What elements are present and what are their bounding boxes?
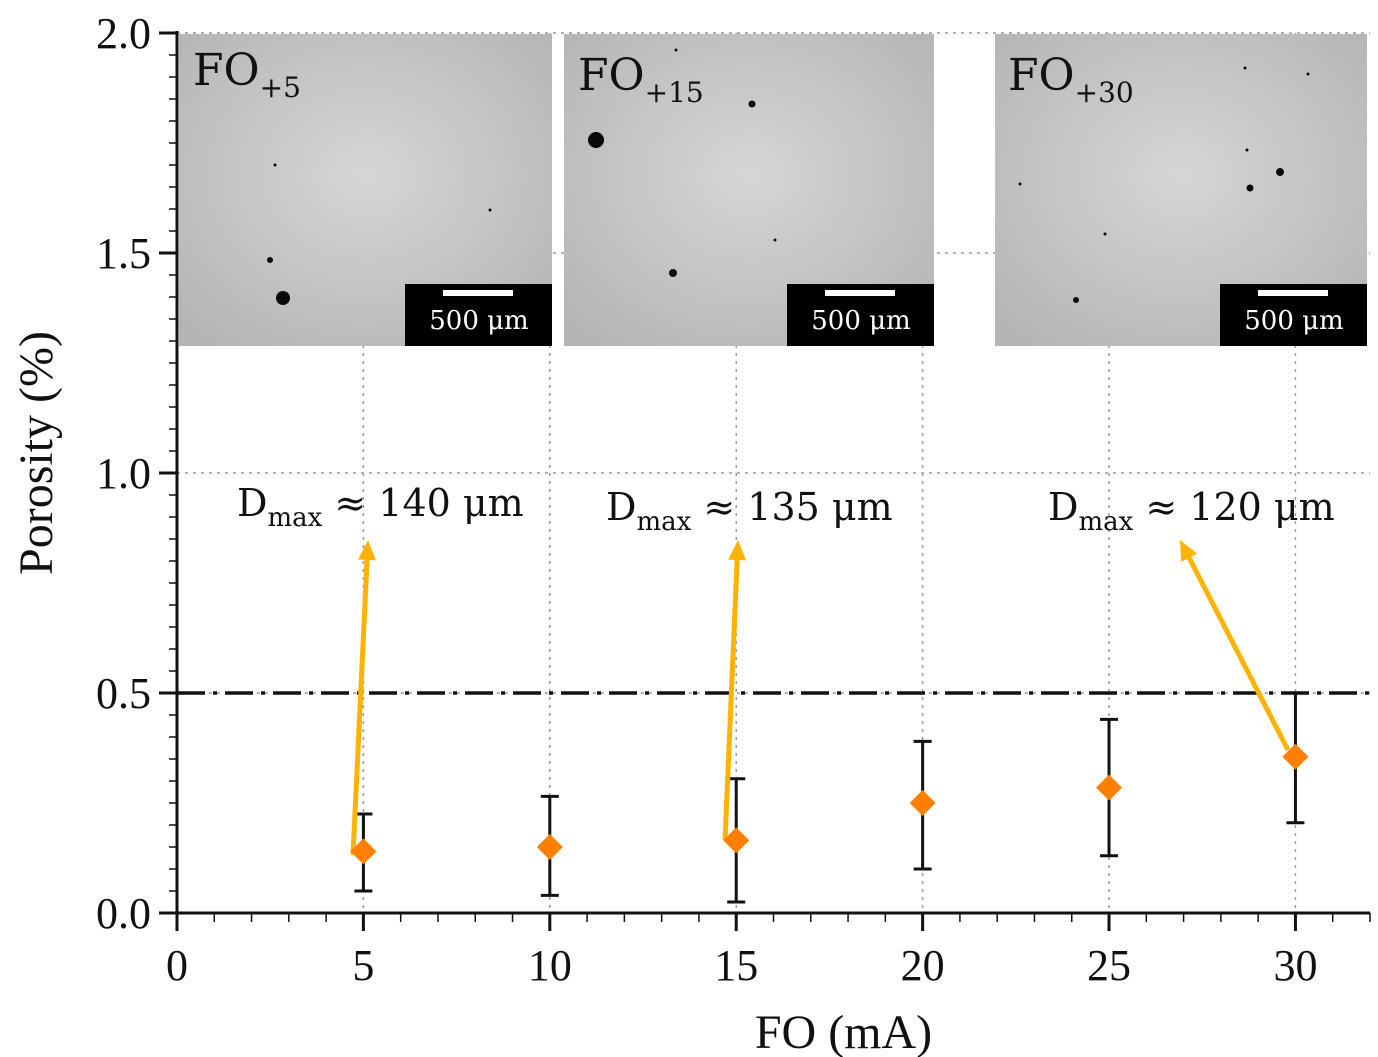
scale-bar: [825, 290, 895, 296]
pore-dot: [1245, 148, 1249, 152]
data-point-diamond: [1282, 743, 1309, 770]
x-tick-label: 20: [901, 941, 945, 990]
error-bars: [354, 691, 1305, 904]
inset-label-subscript: +30: [1075, 76, 1134, 109]
arrow-shaft: [722, 559, 740, 841]
data-point-diamond: [909, 790, 936, 816]
x-tick-label: 10: [528, 941, 572, 990]
dmax-annotation: Dmax ≈ 135 μm: [606, 485, 893, 537]
pore-dot: [1306, 72, 1310, 76]
y-tick-label: 1.5: [96, 229, 151, 278]
pore-dot: [1246, 184, 1254, 192]
data-point-diamond: [536, 834, 563, 860]
annotations: Dmax ≈ 140 μm Dmax ≈ 135 μm Dmax ≈ 120 μm: [237, 481, 1335, 537]
pore-dot: [674, 48, 678, 52]
data-point-diamond: [723, 827, 750, 854]
pore-dot: [748, 100, 756, 108]
x-axis-title: FO (mA): [755, 1006, 932, 1057]
scale-bar-label: 500 μm: [429, 306, 528, 336]
y-tick-label: 0.5: [96, 669, 151, 718]
data-points: [350, 743, 1309, 865]
dmax-value: ≈ 140 μm: [322, 481, 523, 525]
x-tick-label: 25: [1087, 941, 1131, 990]
scale-bar-label: 500 μm: [1244, 306, 1343, 336]
pore-dot: [588, 132, 604, 148]
dmax-subscript: max: [636, 507, 691, 537]
x-tick-label: 0: [166, 941, 188, 990]
pore-dot: [1018, 182, 1022, 186]
arrow-shaft: [350, 559, 370, 856]
dmax-value: ≈ 120 μm: [1133, 485, 1334, 529]
inset-label-subscript: +5: [260, 71, 301, 104]
inset-label-subscript: +15: [645, 76, 704, 109]
dmax-value: ≈ 135 μm: [691, 485, 892, 529]
micrograph-inset: FO+30 500 μm: [995, 34, 1367, 346]
scale-bar: [1258, 290, 1328, 296]
inset-label: FO+30: [1008, 50, 1134, 109]
pore-dot: [276, 291, 290, 305]
dmax-subscript: max: [267, 503, 322, 533]
pore-dot: [1243, 66, 1247, 70]
pore-dot: [1103, 232, 1107, 236]
data-point-diamond: [350, 838, 377, 865]
arrow-head: [728, 540, 747, 561]
pore-dot: [488, 208, 492, 212]
arrow-head: [358, 540, 377, 561]
pore-dot: [773, 238, 777, 242]
arrow-shaft: [1186, 556, 1291, 752]
x-tick-label: 5: [352, 941, 374, 990]
pore-dot: [273, 163, 277, 167]
y-tick-label: 2.0: [96, 9, 151, 58]
axes: 0.0 0.5 1.0 1.5 2.0 0 5 10 15 20 25 30: [96, 9, 1371, 990]
x-tick-label: 30: [1273, 941, 1317, 990]
x-tick-label: 15: [714, 941, 758, 990]
dmax-subscript: max: [1078, 507, 1133, 537]
y-axis-title: Porosity (%): [10, 331, 63, 575]
y-tick-label: 0.0: [96, 889, 151, 938]
annotation-arrow: [1180, 540, 1291, 752]
pore-dot: [1276, 168, 1284, 176]
annotation-arrow: [722, 540, 747, 841]
dmax-annotation: Dmax ≈ 140 μm: [237, 481, 524, 533]
pore-dot: [1073, 297, 1079, 303]
scale-bar: [443, 290, 513, 296]
arrow-head: [1180, 540, 1198, 562]
y-tick-label: 1.0: [96, 449, 151, 498]
annotation-arrows: [350, 540, 1291, 856]
dmax-annotation: Dmax ≈ 120 μm: [1048, 485, 1335, 537]
pore-dot: [267, 257, 273, 263]
scale-bar-label: 500 μm: [811, 306, 910, 336]
data-point-diamond: [1096, 774, 1123, 801]
annotation-arrow: [350, 540, 377, 856]
pore-dot: [669, 269, 677, 277]
